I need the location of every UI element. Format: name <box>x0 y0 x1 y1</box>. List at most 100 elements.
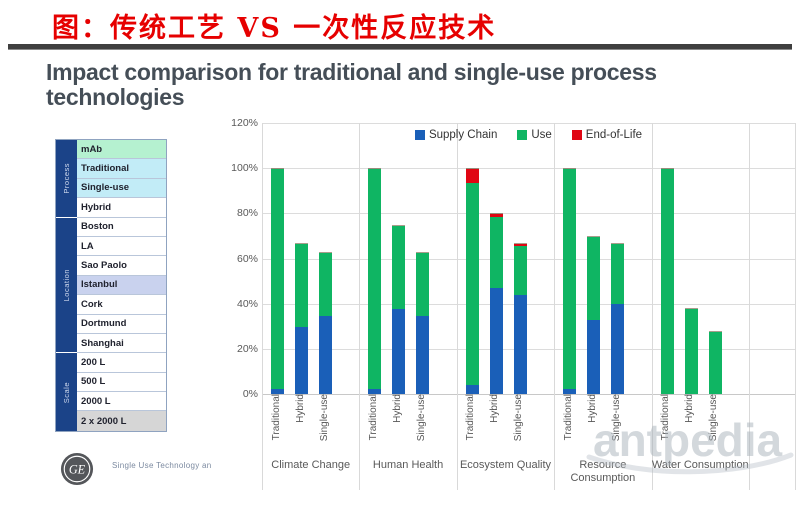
scenario-row: Single-use <box>77 178 166 199</box>
scenario-section-scale: Scale <box>56 353 77 431</box>
x-axis-bar-label: Hybrid <box>586 394 598 423</box>
scenario-row: 500 L <box>77 372 166 393</box>
title-divider <box>8 44 792 49</box>
segment-use <box>489 216 503 289</box>
group-separator <box>749 123 750 490</box>
scenario-row-label: 500 L <box>81 376 106 388</box>
segment-supply-chain <box>489 288 503 394</box>
segment-supply-chain <box>368 389 382 394</box>
bar-ecosystem-quality-traditional <box>465 168 479 394</box>
segment-supply-chain <box>587 319 601 394</box>
svg-text:GE: GE <box>69 463 86 477</box>
x-axis-bar-label: Hybrid <box>294 394 306 423</box>
y-axis-tick: 60% <box>236 252 258 265</box>
group-label: Climate Change <box>271 459 351 471</box>
scenario-row: Istanbul <box>77 275 166 296</box>
x-axis-bar-label: Traditional <box>465 394 477 441</box>
segment-use <box>611 243 625 305</box>
bar-resource-consumption-single-use <box>611 242 625 394</box>
group-label: Water Consumption <box>651 459 749 471</box>
bar-climate-change-traditional <box>271 168 284 394</box>
x-axis-bar-label: Hybrid <box>391 394 403 423</box>
segment-use <box>392 225 406 309</box>
scenario-table-rows: mAb Traditional Single-use Hybrid Boston LA Sa… <box>77 140 166 431</box>
scenario-row: Sao Paolo <box>77 256 166 276</box>
bar-water-consumption-traditional <box>660 168 674 394</box>
legend-item-supply-chain: Supply Chain <box>414 129 498 141</box>
x-axis-bar-label: Traditional <box>660 394 672 441</box>
group-label: Human Health <box>372 459 444 471</box>
bar-climate-change-hybrid <box>295 242 308 394</box>
gridline-120% <box>262 123 795 124</box>
x-axis-bar-label: Single-use <box>415 394 427 442</box>
scenario-row: 2000 L <box>77 392 166 412</box>
gridline-20% <box>262 348 795 350</box>
scenario-section-label: Location <box>62 268 71 302</box>
group-separator <box>456 123 458 490</box>
scenario-row-label: Cork <box>81 298 103 310</box>
group-label: Resource Consumption <box>570 459 636 485</box>
bar-climate-change-single-use <box>319 251 332 394</box>
x-axis-bar-label: Traditional <box>270 394 282 441</box>
legend-swatch-icon <box>517 130 528 140</box>
gridline-0% <box>262 394 795 395</box>
segment-use <box>587 236 601 320</box>
scenario-row: Boston <box>77 217 166 237</box>
scenario-row-label: Traditional <box>81 163 130 175</box>
y-axis-tick: 40% <box>236 297 258 310</box>
scenario-table: Process Location Scale mAb Traditional Singl… <box>55 139 167 432</box>
footer-caption: Single Use Technology an <box>112 461 212 470</box>
legend-item-end-of-life: End-of-Life <box>571 129 643 141</box>
chart-legend: Supply Chain Use End-of-Life <box>262 129 795 141</box>
segment-use <box>295 243 308 327</box>
gridline-80% <box>262 213 795 215</box>
segment-supply-chain <box>392 308 406 394</box>
segment-supply-chain <box>319 315 332 394</box>
x-axis-bar-label: Hybrid <box>684 394 696 423</box>
bar-water-consumption-single-use <box>708 330 722 394</box>
scenario-row-label: Istanbul <box>81 279 118 291</box>
scenario-row-label: Single-use <box>81 182 130 194</box>
legend-label: Supply Chain <box>428 129 498 141</box>
scenario-row-label: Dortmund <box>81 318 127 330</box>
scenario-table-sections: Process Location Scale <box>56 140 77 431</box>
ge-logo: GE <box>60 452 94 486</box>
segment-use <box>465 182 479 385</box>
chart-title-line2: technologies <box>46 84 185 111</box>
group-separator <box>359 123 361 490</box>
x-axis-bar-label: Single-use <box>513 394 525 442</box>
segment-supply-chain <box>465 384 479 394</box>
legend-label: End-of-Life <box>585 129 643 141</box>
scenario-row-label: 2000 L <box>81 395 111 407</box>
group-label: Ecosystem Quality <box>459 459 552 471</box>
x-axis-bar-label: Traditional <box>367 394 379 441</box>
legend-swatch-icon <box>571 130 582 140</box>
group-separator <box>554 123 556 490</box>
scenario-row: Traditional <box>77 159 166 179</box>
bar-human-health-single-use <box>416 251 430 394</box>
chart-title-line1: Impact comparison for traditional and si… <box>46 59 657 85</box>
segment-use <box>563 169 577 390</box>
impact-bar-chart: 0% 20% 40% 60% 80% 100% 120% Supply Chain Use End… <box>228 113 800 503</box>
scenario-row-label: mAb <box>81 143 103 155</box>
scenario-section-label: Scale <box>62 381 71 403</box>
scenario-row: Cork <box>77 295 166 315</box>
legend-label: Use <box>531 129 552 141</box>
group-separator <box>262 123 263 490</box>
y-axis-tick: 80% <box>236 207 258 220</box>
scenario-row: 2 x 2000 L <box>77 411 166 431</box>
segment-end-of-life <box>513 243 527 246</box>
segment-use <box>319 252 332 316</box>
segment-use <box>271 169 284 390</box>
segment-end-of-life <box>489 214 503 217</box>
scenario-row-label: Sao Paolo <box>81 260 127 272</box>
y-axis-tick: 0% <box>242 388 258 400</box>
segment-supply-chain <box>271 389 284 394</box>
segment-use <box>513 245 527 296</box>
scenario-row-label: 200 L <box>81 356 106 368</box>
page-title: 图：传统工艺 VS 一次性反应技术 <box>52 13 497 44</box>
scenario-row: 200 L <box>77 353 166 373</box>
scenario-row: mAb <box>77 140 166 160</box>
x-axis-bar-label: Single-use <box>708 394 720 442</box>
